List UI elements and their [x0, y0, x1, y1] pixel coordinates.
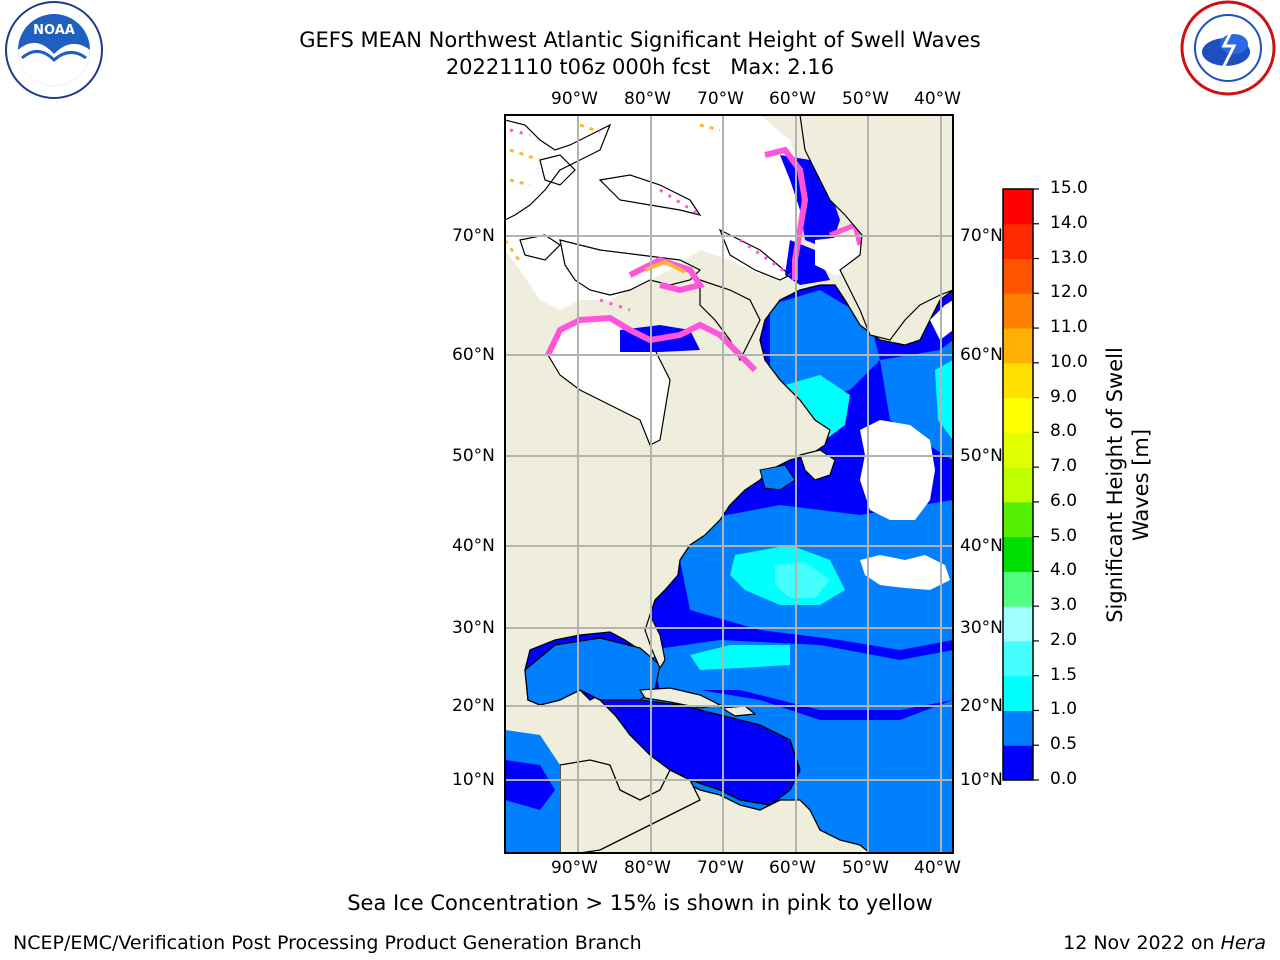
colorbar-bin — [1003, 640, 1033, 677]
graticule — [505, 115, 953, 853]
ocean-no-data-mid-atlantic — [860, 555, 950, 590]
lat-tick-right-10n: 10°N — [960, 770, 1003, 790]
lat-tick-right-70n: 70°N — [960, 226, 1003, 246]
colorbar-tick-label: 15.0 — [1050, 178, 1088, 198]
lat-tick-left-30n: 30°N — [452, 618, 495, 638]
nws-logo — [1176, 0, 1280, 100]
lat-tick-left-50n: 50°N — [452, 446, 495, 466]
lon-tick-bottom-40w: 40°W — [914, 858, 961, 878]
colorbar-tick-label: 14.0 — [1050, 212, 1088, 233]
gulf-st-lawrence — [759, 464, 796, 491]
colorbar-bin — [1003, 675, 1033, 711]
colorbar-tick-label: 7.0 — [1050, 456, 1078, 477]
colorbar-tick-label: 0.0 — [1050, 769, 1078, 789]
colorbar-tick-label: 3.0 — [1050, 595, 1078, 616]
lon-tick-bottom-70w: 70°W — [697, 858, 744, 878]
colorbar-frame — [1002, 188, 1034, 781]
lat-tick-right-40n: 40°N — [960, 536, 1003, 556]
footer-credit: NCEP/EMC/Verification Post Processing Pr… — [13, 932, 642, 954]
colorbar-bin — [1003, 536, 1033, 572]
colorbar-tick-label: 1.5 — [1050, 664, 1078, 685]
colorbar-tick-label: 6.0 — [1050, 490, 1078, 511]
lat-tick-left-70n: 70°N — [452, 226, 495, 246]
colorbar-tick-label: 8.0 — [1050, 421, 1078, 442]
sea-ice-note: Sea Ice Concentration > 15% is shown in … — [347, 891, 933, 915]
lon-tick-bottom-50w: 50°W — [842, 858, 889, 878]
lat-tick-right-30n: 30°N — [960, 618, 1003, 638]
lon-tick-top-70w: 70°W — [697, 89, 744, 109]
colorbar-tick-label: 2.0 — [1050, 629, 1078, 650]
colorbar-bin — [1003, 571, 1033, 607]
lon-tick-top-80w: 80°W — [624, 89, 671, 109]
colorbar-bin — [1003, 189, 1033, 225]
sea-ice-arctic-pink — [509, 128, 791, 312]
colorbar-bin — [1003, 710, 1033, 746]
colorbar-tick-label: 10.0 — [1050, 351, 1088, 372]
ocean-swell-1.5-labrador — [785, 375, 850, 440]
lat-tick-left-10n: 10°N — [452, 770, 495, 790]
noaa-logo: NOAA — [2, 0, 106, 104]
colorbar-bin — [1003, 606, 1033, 642]
lat-tick-right-60n: 60°N — [960, 345, 1003, 365]
colorbar-title-line1: Significant Height of Swell — [1103, 347, 1127, 623]
lat-tick-right-20n: 20°N — [960, 696, 1003, 716]
lon-tick-top-40w: 40°W — [914, 89, 961, 109]
colorbar-tick-label: 11.0 — [1050, 317, 1088, 338]
colorbar-tick-label: 1.0 — [1050, 699, 1078, 720]
colorbar-bin — [1003, 293, 1033, 329]
colorbar-bin — [1003, 501, 1033, 538]
colorbar-bin — [1003, 258, 1033, 294]
colorbar-bin — [1003, 397, 1033, 433]
pacific-ocean-deep — [505, 760, 555, 810]
sea-ice-arctic-yellow — [505, 123, 721, 263]
footer-host: Hera — [1220, 932, 1266, 954]
ocean-swell-1.5-subtropic — [690, 645, 790, 670]
map-title: GEFS MEAN Northwest Atlantic Significant… — [299, 28, 981, 52]
footer-date-text: 12 Nov 2022 on — [1063, 932, 1221, 954]
footer-date: 12 Nov 2022 on Hera — [1063, 932, 1266, 954]
colorbar-bin — [1003, 328, 1033, 364]
arctic-coastline — [505, 119, 792, 362]
noaa-logo-text: NOAA — [33, 23, 75, 38]
colorbar-tick-label: 5.0 — [1050, 525, 1078, 546]
lat-tick-left-20n: 20°N — [452, 696, 495, 716]
map-frame — [504, 114, 954, 854]
colorbar-tick-label: 4.0 — [1050, 560, 1078, 581]
colorbar-bin — [1003, 362, 1033, 399]
sea-ice-foxe — [628, 256, 705, 294]
ocean-swell-0.5-north — [770, 290, 880, 400]
lat-tick-left-40n: 40°N — [452, 536, 495, 556]
colorbar-tick-label: 13.0 — [1050, 247, 1088, 268]
colorbar-bin — [1003, 745, 1033, 781]
colorbar-tick-label: 12.0 — [1050, 282, 1088, 303]
lat-tick-right-50n: 50°N — [960, 446, 1003, 466]
ocean-no-data-north-atlantic — [860, 420, 935, 520]
lon-tick-top-60w: 60°W — [769, 89, 816, 109]
lon-tick-top-90w: 90°W — [551, 89, 598, 109]
lon-tick-bottom-80w: 80°W — [624, 858, 671, 878]
ocean-swell-2.0-central — [775, 562, 830, 598]
colorbar-bin — [1003, 467, 1033, 503]
ocean-swell-1.5-east — [935, 360, 953, 440]
lon-tick-bottom-90w: 90°W — [551, 858, 598, 878]
central-america-land — [559, 759, 701, 853]
map-subtitle: 20221110 t06z 000h fcst Max: 2.16 — [445, 55, 835, 79]
colorbar-bin — [1003, 223, 1033, 260]
lon-tick-bottom-60w: 60°W — [769, 858, 816, 878]
greenland-land — [799, 115, 953, 341]
colorbar-tick-label: 9.0 — [1050, 386, 1078, 407]
ocean-swell-0.5-east — [880, 340, 953, 460]
colorbar-bin — [1003, 432, 1033, 468]
colorbar-title: Significant Height of Swell Waves [m] — [1102, 347, 1154, 623]
newfoundland — [799, 449, 836, 481]
colorbar-tick-label: 0.5 — [1050, 734, 1078, 755]
lon-tick-top-50w: 50°W — [842, 89, 889, 109]
colorbar-title-line2: Waves [m] — [1129, 428, 1153, 542]
lat-tick-left-60n: 60°N — [452, 345, 495, 365]
